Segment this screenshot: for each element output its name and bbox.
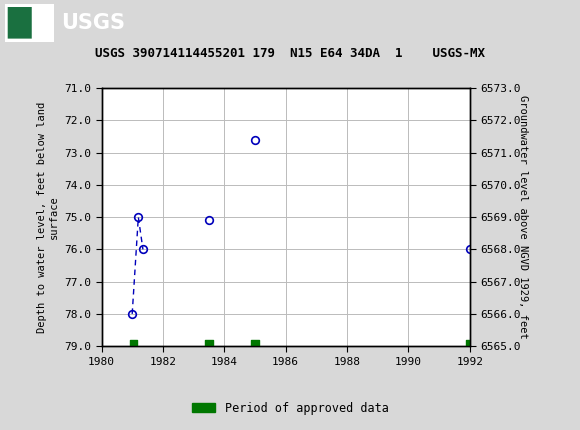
Y-axis label: Depth to water level, feet below land
surface: Depth to water level, feet below land su… [37, 101, 59, 333]
Text: USGS: USGS [61, 12, 125, 33]
Text: █: █ [8, 7, 31, 38]
Y-axis label: Groundwater level above NGVD 1929, feet: Groundwater level above NGVD 1929, feet [518, 95, 528, 339]
Text: USGS 390714114455201 179  N15 E64 34DA  1    USGS-MX: USGS 390714114455201 179 N15 E64 34DA 1 … [95, 47, 485, 60]
FancyBboxPatch shape [5, 3, 54, 42]
Legend: Period of approved data: Period of approved data [187, 397, 393, 420]
